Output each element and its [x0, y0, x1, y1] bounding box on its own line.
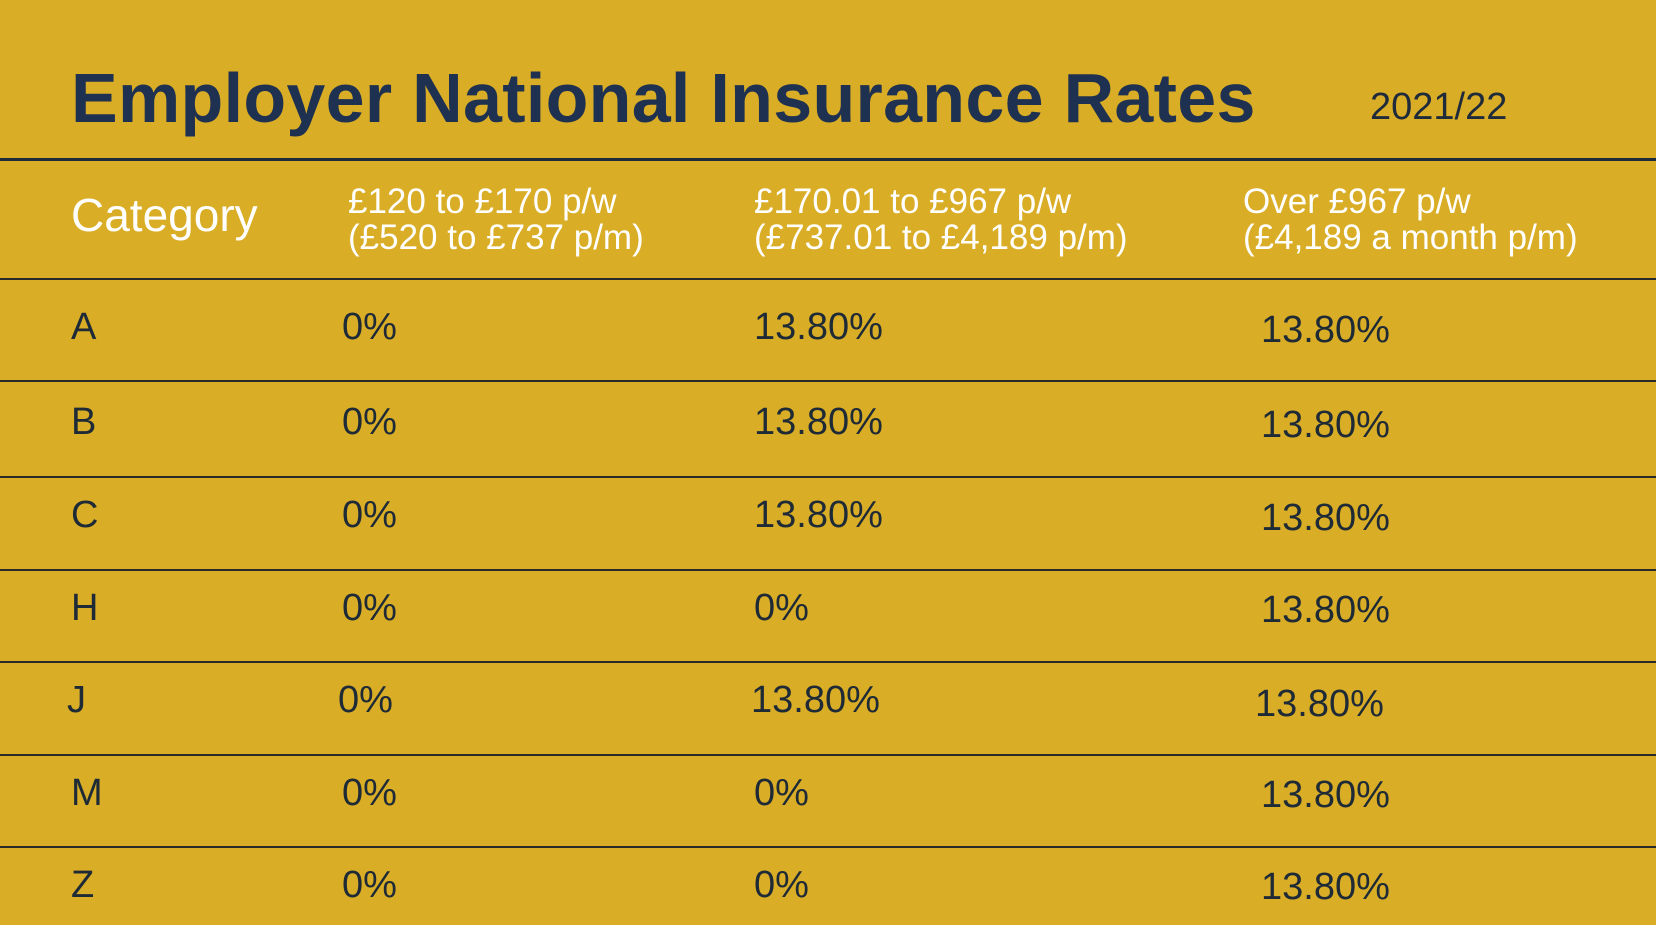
- row-divider: [0, 754, 1656, 756]
- header-band-2-weekly: £170.01 to £967 p/w: [754, 182, 1072, 221]
- row-divider: [0, 476, 1656, 478]
- row-m-band-1: 0%: [342, 772, 397, 814]
- row-j-band-1: 0%: [338, 679, 393, 721]
- row-m-band-2: 0%: [754, 772, 809, 814]
- header-band-2: £170.01 to £967 p/w (£737.01 to £4,189 p…: [754, 184, 1128, 256]
- row-a-band-2: 13.80%: [754, 306, 883, 348]
- header-band-3: Over £967 p/w (£4,189 a month p/m): [1243, 184, 1578, 256]
- row-z-band-2: 0%: [754, 864, 809, 906]
- row-divider: [0, 846, 1656, 848]
- row-divider: [0, 278, 1656, 280]
- tax-year: 2021/22: [1370, 86, 1508, 128]
- row-h-band-2: 0%: [754, 587, 809, 629]
- row-c-category: C: [71, 494, 99, 536]
- header-category: Category: [71, 189, 258, 241]
- header-band-3-weekly: Over £967 p/w: [1243, 182, 1471, 221]
- header-band-1: £120 to £170 p/w (£520 to £737 p/m): [348, 184, 644, 256]
- row-divider: [0, 380, 1656, 382]
- row-b-band-3: 13.80%: [1261, 404, 1390, 446]
- row-j-band-2: 13.80%: [751, 679, 880, 721]
- row-a-band-3: 13.80%: [1261, 309, 1390, 351]
- title-divider: [0, 158, 1656, 161]
- row-c-band-1: 0%: [342, 494, 397, 536]
- row-z-category: Z: [71, 864, 95, 906]
- row-m-band-3: 13.80%: [1261, 774, 1390, 816]
- row-c-band-3: 13.80%: [1261, 497, 1390, 539]
- header-band-3-monthly: (£4,189 a month p/m): [1243, 218, 1578, 257]
- row-b-band-2: 13.80%: [754, 401, 883, 443]
- row-h-band-3: 13.80%: [1261, 589, 1390, 631]
- slide-title: Employer National Insurance Rates: [71, 59, 1256, 137]
- row-j-band-3: 13.80%: [1255, 683, 1384, 725]
- header-band-1-weekly: £120 to £170 p/w: [348, 182, 617, 221]
- row-z-band-1: 0%: [342, 864, 397, 906]
- row-c-band-2: 13.80%: [754, 494, 883, 536]
- row-b-category: B: [71, 401, 97, 443]
- row-h-band-1: 0%: [342, 587, 397, 629]
- row-divider: [0, 569, 1656, 571]
- row-b-band-1: 0%: [342, 401, 397, 443]
- header-band-2-monthly: (£737.01 to £4,189 p/m): [754, 218, 1128, 257]
- row-a-category: A: [71, 306, 97, 348]
- row-m-category: M: [71, 772, 103, 814]
- row-a-band-1: 0%: [342, 306, 397, 348]
- row-z-band-3: 13.80%: [1261, 866, 1390, 908]
- header-band-1-monthly: (£520 to £737 p/m): [348, 218, 644, 257]
- row-h-category: H: [71, 587, 99, 629]
- row-divider: [0, 661, 1656, 663]
- row-j-category: J: [67, 679, 86, 721]
